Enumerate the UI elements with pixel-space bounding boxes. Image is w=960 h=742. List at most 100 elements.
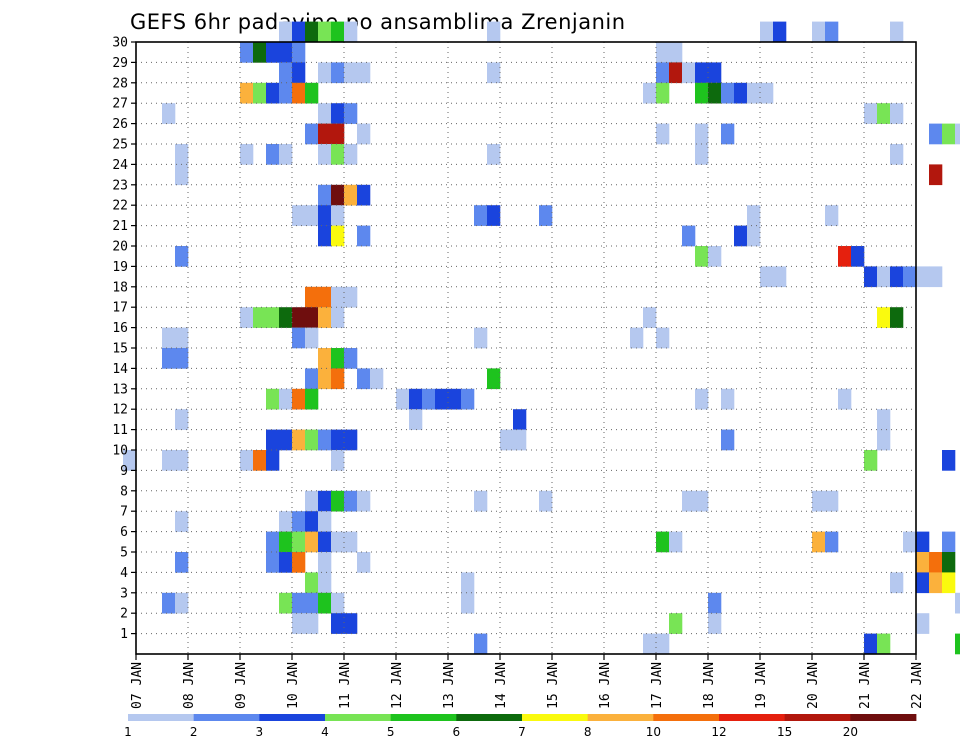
heatmap-cell xyxy=(175,511,189,532)
heatmap-cell xyxy=(864,450,878,471)
heatmap-cell xyxy=(292,21,306,43)
heatmap-cell xyxy=(734,82,748,104)
heatmap-cell xyxy=(292,82,306,104)
heatmap-cell xyxy=(266,450,280,471)
heatmap-cell xyxy=(669,42,683,63)
heatmap-cell xyxy=(838,246,852,267)
heatmap-cell xyxy=(253,42,267,63)
heatmap-cell xyxy=(344,184,358,206)
heatmap-cell xyxy=(344,62,358,84)
x-tick-label: 19 JAN xyxy=(754,662,769,709)
y-tick-label: 30 xyxy=(112,36,128,51)
heatmap-cell xyxy=(916,266,930,288)
heatmap-cell xyxy=(305,21,319,43)
heatmap-cell xyxy=(630,327,644,349)
heatmap-cell xyxy=(695,246,709,267)
heatmap-cell xyxy=(279,42,293,63)
legend-label: 12 xyxy=(711,725,726,739)
heatmap-cell xyxy=(929,123,943,145)
heatmap-cell xyxy=(825,531,839,553)
heatmap-cell xyxy=(929,552,943,573)
legend-swatch xyxy=(456,714,523,721)
heatmap-cell xyxy=(474,327,488,349)
y-tick-label: 8 xyxy=(120,484,128,499)
legend-swatch xyxy=(193,714,260,721)
heatmap-cell xyxy=(240,450,254,471)
heatmap-cell xyxy=(877,409,891,430)
x-tick-label: 20 JAN xyxy=(806,662,821,709)
heatmap-cell xyxy=(916,552,930,573)
heatmap-cell xyxy=(344,490,358,512)
x-tick-label: 13 JAN xyxy=(442,662,457,709)
heatmap-cell xyxy=(331,531,345,553)
heatmap-cell xyxy=(331,21,345,43)
legend-label: 15 xyxy=(777,725,792,739)
heatmap-cell xyxy=(279,62,293,84)
heatmap-cell xyxy=(812,490,826,512)
heatmap-cell xyxy=(721,429,735,451)
heatmap-cell xyxy=(942,552,956,573)
heatmap-cell xyxy=(344,144,358,165)
heatmap-cell xyxy=(305,613,319,634)
heatmap-cell xyxy=(747,225,761,247)
heatmap-cell xyxy=(890,103,904,124)
heatmap-cell xyxy=(175,348,189,369)
heatmap-cell xyxy=(695,388,709,410)
heatmap-cell xyxy=(331,490,345,512)
heatmap-cell xyxy=(864,633,878,655)
heatmap-cell xyxy=(513,409,527,430)
heatmap-cell xyxy=(331,307,345,328)
heatmap-cell xyxy=(513,429,527,451)
heatmap-cell xyxy=(318,144,332,165)
heatmap-cell xyxy=(162,103,176,124)
heatmap-cell xyxy=(292,552,306,573)
heatmap-cell xyxy=(305,327,319,349)
heatmap-cell xyxy=(292,613,306,634)
heatmap-cell xyxy=(318,123,332,145)
heatmap-cell xyxy=(682,225,696,247)
y-tick-label: 12 xyxy=(112,403,128,418)
legend-label: 6 xyxy=(453,725,461,739)
heatmap-cell xyxy=(162,348,176,369)
x-tick-label: 16 JAN xyxy=(598,662,613,709)
heatmap-cell xyxy=(695,82,709,104)
heatmap-cell xyxy=(318,572,332,594)
color-legend: 1 2 3 4 5 6 7 8 10 12 15 20 xyxy=(124,714,917,739)
y-axis-ticks: 1234567891011121314151617181920212223242… xyxy=(112,36,136,642)
heatmap-cell xyxy=(682,62,696,84)
heatmap-cell xyxy=(539,490,553,512)
heatmap-cell xyxy=(279,82,293,104)
heatmap-cell xyxy=(812,531,826,553)
y-tick-label: 13 xyxy=(112,382,128,397)
heatmap-cell xyxy=(357,552,371,573)
heatmap-cell xyxy=(253,307,267,328)
heatmap-cell xyxy=(695,62,709,84)
heatmap-cell xyxy=(318,348,332,369)
heatmap-cell xyxy=(292,429,306,451)
chart-title: GEFS 6hr padavine po ansamblima Zrenjani… xyxy=(130,10,626,34)
heatmap-cell xyxy=(266,429,280,451)
heatmap-cell xyxy=(318,103,332,124)
heatmap-cell xyxy=(357,184,371,206)
x-tick-label: 12 JAN xyxy=(390,662,405,709)
legend-swatch xyxy=(850,714,917,721)
legend-label: 4 xyxy=(321,725,329,739)
heatmap-cell xyxy=(331,450,345,471)
legend-label: 5 xyxy=(387,725,395,739)
legend-swatch xyxy=(128,714,195,721)
heatmap-cell xyxy=(656,327,670,349)
legend-swatch xyxy=(719,714,786,721)
heatmap-cell xyxy=(305,572,319,594)
heatmap-cell xyxy=(890,572,904,594)
heatmap-cell xyxy=(292,531,306,553)
heatmap-cell xyxy=(955,633,960,655)
heatmap-cell xyxy=(955,592,960,614)
heatmap-cell xyxy=(695,144,709,165)
heatmap-cell xyxy=(656,123,670,145)
x-tick-label: 15 JAN xyxy=(546,662,561,709)
heatmap-cell xyxy=(318,511,332,532)
y-tick-label: 4 xyxy=(120,566,128,581)
heatmap-cell xyxy=(357,123,371,145)
heatmap-cell xyxy=(669,613,683,634)
